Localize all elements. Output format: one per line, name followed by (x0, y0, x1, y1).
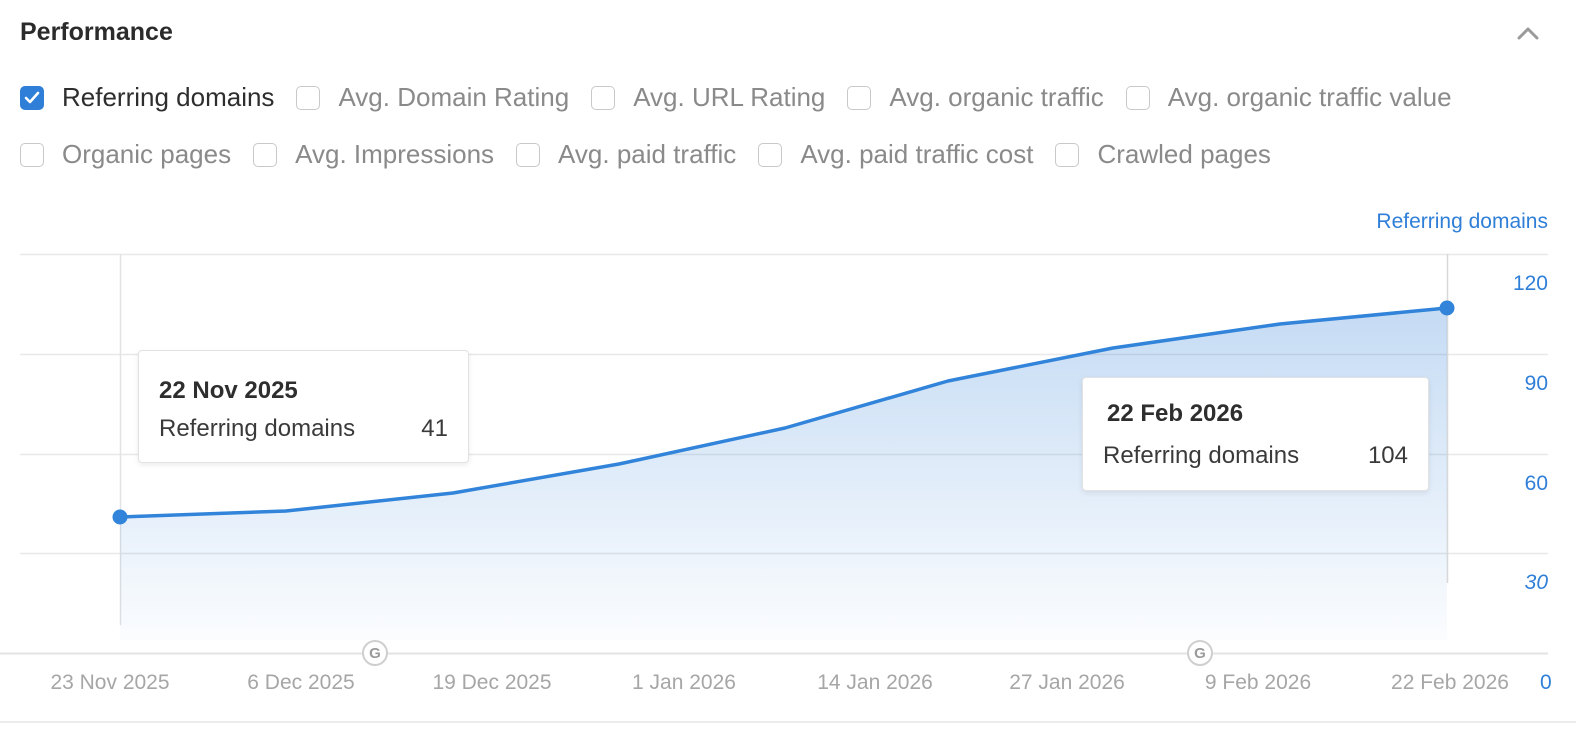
checkbox-label: Avg. paid traffic cost (800, 139, 1034, 169)
checkbox-avg-paid-traffic-cost[interactable]: Avg. paid traffic cost (758, 139, 1033, 170)
metric-checkbox-row-2: Organic pages Avg. Impressions Avg. paid… (20, 139, 1293, 170)
checkbox-unchecked[interactable] (1055, 142, 1080, 167)
y-tick-label: 30 (1524, 571, 1548, 594)
checkbox-unchecked[interactable] (758, 142, 783, 167)
section-divider (0, 721, 1576, 723)
x-tick-label: 19 Dec 2025 (432, 671, 552, 694)
y-tick-label: 90 (1524, 372, 1548, 395)
tooltip-date: 22 Feb 2026 (1107, 400, 1244, 427)
y-axis-title: Referring domains (1376, 210, 1548, 233)
checkbox-avg-paid-traffic[interactable]: Avg. paid traffic (516, 139, 736, 170)
section-title: Performance (20, 18, 173, 46)
checkbox-avg-impressions[interactable]: Avg. Impressions (253, 139, 494, 170)
checkbox-unchecked[interactable] (847, 85, 872, 110)
series-line-referring-domains (118, 306, 1449, 519)
data-point-start[interactable] (112, 509, 128, 525)
checkbox-avg-url-rating[interactable]: Avg. URL Rating (591, 82, 825, 113)
checkbox-unchecked[interactable] (253, 142, 278, 167)
checkbox-checked[interactable] (20, 85, 44, 110)
checkmark-icon (24, 91, 40, 103)
x-tick-label: 27 Jan 2026 (1009, 671, 1125, 694)
y-tick-label: 120 (1512, 272, 1548, 295)
y-tick-label-zero: 0 (1540, 671, 1552, 694)
checkbox-unchecked[interactable] (591, 85, 616, 110)
tooltip-end: 22 Feb 2026 Referring domains 104 (1082, 377, 1429, 491)
checkbox-unchecked[interactable] (516, 142, 541, 167)
checkbox-unchecked[interactable] (296, 85, 321, 110)
chevron-up-icon (1517, 27, 1539, 40)
checkbox-label: Avg. Impressions (295, 139, 495, 169)
google-g-icon: G (369, 644, 381, 662)
x-tick-label: 22 Feb 2026 (1391, 671, 1509, 694)
checkbox-label: Avg. Domain Rating (338, 82, 570, 112)
metric-checkbox-row-1: Referring domains Avg. Domain Rating Avg… (20, 82, 1474, 113)
x-tick-label: 9 Feb 2026 (1204, 671, 1312, 694)
x-tick-label: 6 Dec 2025 (247, 671, 355, 694)
tooltip-value: 104 (1367, 442, 1408, 469)
x-tick-label: 1 Jan 2026 (632, 671, 736, 694)
checkbox-avg-organic-traffic-value[interactable]: Avg. organic traffic value (1125, 82, 1452, 113)
checkbox-label: Avg. URL Rating (633, 82, 826, 112)
checkbox-referring-domains[interactable]: Referring domains (20, 82, 274, 113)
tooltip-start: 22 Nov 2025 Referring domains 41 (138, 350, 469, 463)
checkbox-label: Avg. organic traffic value (1167, 82, 1452, 112)
data-point-end[interactable] (1439, 300, 1455, 316)
checkbox-label: Referring domains (62, 82, 275, 112)
x-tick-label: 14 Jan 2026 (817, 671, 933, 694)
checkbox-unchecked[interactable] (1125, 85, 1150, 110)
tooltip-value: 41 (421, 415, 448, 442)
google-update-marker[interactable]: G (362, 640, 388, 666)
checkbox-label: Avg. organic traffic (889, 82, 1104, 112)
y-tick-label: 60 (1524, 472, 1548, 495)
collapse-button[interactable] (1512, 18, 1544, 48)
checkbox-organic-pages[interactable]: Organic pages (20, 139, 231, 170)
tooltip-metric-label: Referring domains (1103, 442, 1300, 469)
checkbox-label: Crawled pages (1097, 139, 1271, 169)
checkbox-label: Organic pages (62, 139, 232, 169)
google-g-icon: G (1194, 644, 1206, 662)
checkbox-label: Avg. paid traffic (558, 139, 737, 169)
google-update-marker[interactable]: G (1187, 640, 1213, 666)
checkbox-avg-domain-rating[interactable]: Avg. Domain Rating (296, 82, 569, 113)
checkbox-crawled-pages[interactable]: Crawled pages (1055, 139, 1271, 170)
checkbox-avg-organic-traffic[interactable]: Avg. organic traffic (847, 82, 1104, 113)
tooltip-metric-label: Referring domains (159, 415, 356, 442)
checkbox-unchecked[interactable] (20, 142, 44, 167)
x-tick-label: 23 Nov 2025 (50, 671, 170, 694)
tooltip-date: 22 Nov 2025 (159, 377, 298, 404)
